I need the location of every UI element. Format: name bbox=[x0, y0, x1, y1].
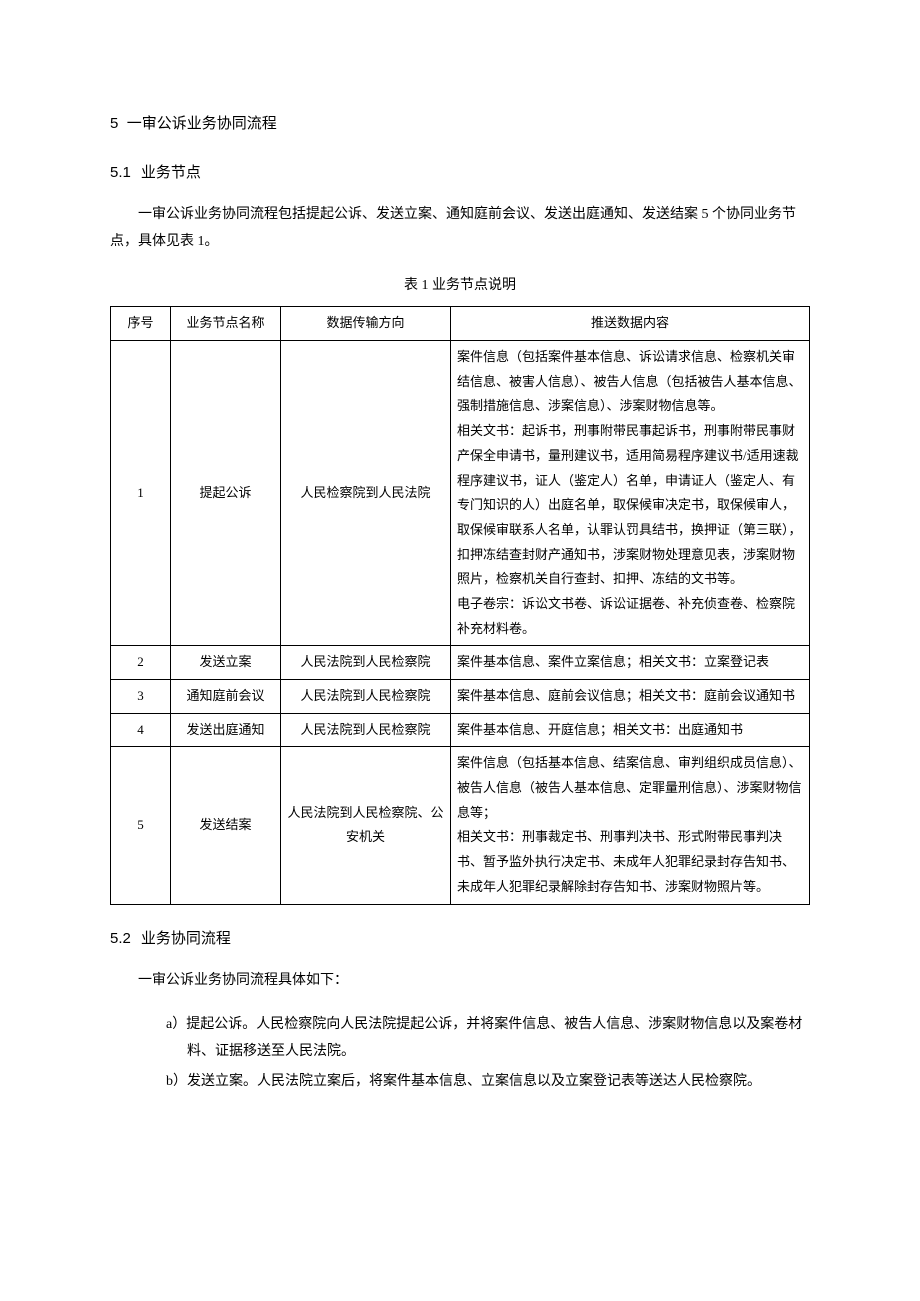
cell-name: 发送出庭通知 bbox=[171, 713, 281, 747]
cell-direction: 人民法院到人民检察院 bbox=[281, 646, 451, 680]
cell-name: 发送结案 bbox=[171, 747, 281, 904]
table-header-row: 序号 业务节点名称 数据传输方向 推送数据内容 bbox=[111, 307, 810, 341]
cell-content: 案件基本信息、开庭信息；相关文书：出庭通知书 bbox=[451, 713, 810, 747]
cell-content: 案件信息（包括基本信息、结案信息、审判组织成员信息）、被告人信息（被告人基本信息… bbox=[451, 747, 810, 904]
table-row: 5 发送结案 人民法院到人民检察院、公安机关 案件信息（包括基本信息、结案信息、… bbox=[111, 747, 810, 904]
table-row: 3 通知庭前会议 人民法院到人民检察院 案件基本信息、庭前会议信息；相关文书：庭… bbox=[111, 680, 810, 714]
section-5-1-number: 5.1 bbox=[110, 164, 131, 181]
list-item-a: a）提起公诉。人民检察院向人民法院提起公诉，并将案件信息、被告人信息、涉案财物信… bbox=[110, 1012, 810, 1065]
list-label: a） bbox=[166, 1017, 186, 1032]
section-5-1-heading: 5.1 业务节点 bbox=[110, 159, 810, 186]
cell-seq: 4 bbox=[111, 713, 171, 747]
section-5-heading: 5 一审公诉业务协同流程 bbox=[110, 110, 810, 137]
section-5-1-title: 业务节点 bbox=[141, 164, 201, 181]
section-5-number: 5 bbox=[110, 115, 118, 132]
th-direction: 数据传输方向 bbox=[281, 307, 451, 341]
table-row: 1 提起公诉 人民检察院到人民法院 案件信息（包括案件基本信息、诉讼请求信息、检… bbox=[111, 341, 810, 646]
section-5-2-number: 5.2 bbox=[110, 930, 131, 947]
table-row: 2 发送立案 人民法院到人民检察院 案件基本信息、案件立案信息；相关文书：立案登… bbox=[111, 646, 810, 680]
cell-content: 案件信息（包括案件基本信息、诉讼请求信息、检察机关审结信息、被害人信息）、被告人… bbox=[451, 341, 810, 646]
cell-direction: 人民法院到人民检察院 bbox=[281, 680, 451, 714]
cell-seq: 2 bbox=[111, 646, 171, 680]
table-row: 4 发送出庭通知 人民法院到人民检察院 案件基本信息、开庭信息；相关文书：出庭通… bbox=[111, 713, 810, 747]
cell-seq: 3 bbox=[111, 680, 171, 714]
table-1-caption: 表 1 业务节点说明 bbox=[110, 273, 810, 298]
section-5-2-title: 业务协同流程 bbox=[141, 930, 231, 947]
th-name: 业务节点名称 bbox=[171, 307, 281, 341]
cell-direction: 人民检察院到人民法院 bbox=[281, 341, 451, 646]
th-seq: 序号 bbox=[111, 307, 171, 341]
list-label: b） bbox=[166, 1074, 187, 1089]
cell-content: 案件基本信息、案件立案信息；相关文书：立案登记表 bbox=[451, 646, 810, 680]
cell-direction: 人民法院到人民检察院、公安机关 bbox=[281, 747, 451, 904]
section-5-2-intro: 一审公诉业务协同流程具体如下： bbox=[110, 968, 810, 995]
section-5-title: 一审公诉业务协同流程 bbox=[127, 115, 277, 132]
cell-name: 提起公诉 bbox=[171, 341, 281, 646]
cell-direction: 人民法院到人民检察院 bbox=[281, 713, 451, 747]
section-5-1-intro: 一审公诉业务协同流程包括提起公诉、发送立案、通知庭前会议、发送出庭通知、发送结案… bbox=[110, 202, 810, 255]
list-item-b: b）发送立案。人民法院立案后，将案件基本信息、立案信息以及立案登记表等送达人民检… bbox=[110, 1069, 810, 1096]
cell-name: 发送立案 bbox=[171, 646, 281, 680]
section-5-2-heading: 5.2 业务协同流程 bbox=[110, 925, 810, 952]
list-text: 提起公诉。人民检察院向人民法院提起公诉，并将案件信息、被告人信息、涉案财物信息以… bbox=[186, 1017, 802, 1059]
table-1: 序号 业务节点名称 数据传输方向 推送数据内容 1 提起公诉 人民检察院到人民法… bbox=[110, 306, 810, 904]
cell-content: 案件基本信息、庭前会议信息；相关文书：庭前会议通知书 bbox=[451, 680, 810, 714]
cell-name: 通知庭前会议 bbox=[171, 680, 281, 714]
list-text: 发送立案。人民法院立案后，将案件基本信息、立案信息以及立案登记表等送达人民检察院… bbox=[187, 1074, 761, 1089]
cell-seq: 1 bbox=[111, 341, 171, 646]
cell-seq: 5 bbox=[111, 747, 171, 904]
th-content: 推送数据内容 bbox=[451, 307, 810, 341]
